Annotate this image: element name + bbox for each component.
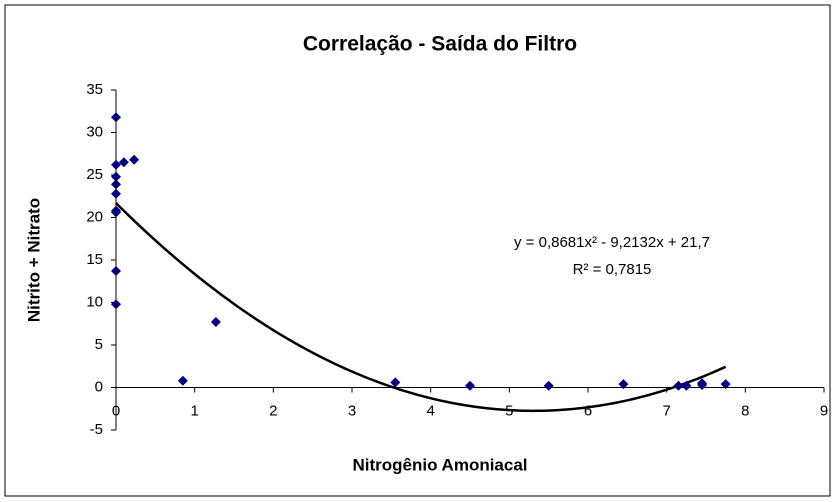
trendline [115,202,727,413]
y-axis-label: Nitrito + Nitrato [24,198,43,322]
data-point [118,157,129,168]
chart-frame [4,4,831,497]
data-point [111,207,121,218]
x-tick-label: 4 [426,402,434,419]
y-tick-label: 30 [86,123,103,140]
data-point [111,266,121,277]
data-point [111,299,121,310]
x-tick-label: 8 [741,402,749,419]
data-point [129,154,140,165]
trend-r-squared: R² = 0,7815 [573,261,652,278]
data-point [543,380,554,391]
y-tick-label: 0 [95,378,103,395]
chart-title: Correlação - Saída do Filtro [303,33,577,56]
y-tick-label: 10 [86,293,103,310]
x-tick-label: 6 [584,402,592,419]
data-point [390,377,401,388]
y-tick-label: 25 [86,166,103,183]
x-axis-label: Nitrogênio Amoniacal [352,455,527,474]
y-tick-label: -5 [90,421,103,438]
data-point [111,179,121,190]
data-point [177,375,188,386]
data-point [720,379,731,390]
data-point [465,380,475,391]
trend-equation: y = 0,8681x² - 9,2132x + 21,7 [514,234,710,251]
data-point [618,379,629,390]
x-tick-label: 3 [348,402,356,419]
data-point [111,188,121,199]
data-point [210,317,221,328]
x-tick-label: 1 [190,402,198,419]
data-point [681,380,692,391]
data-point [111,112,121,123]
y-tick-label: 15 [86,251,103,268]
y-tick-label: 5 [95,336,103,353]
x-tick-label: 2 [269,402,277,419]
data-point [111,159,121,170]
x-tick-label: 9 [820,402,828,419]
data-point [697,378,708,389]
data-point [673,380,684,391]
x-tick-label: 0 [112,402,120,419]
data-point [111,171,121,182]
x-tick-label: 7 [662,402,670,419]
y-tick-label: 35 [86,81,103,98]
y-tick-label: 20 [86,208,103,225]
